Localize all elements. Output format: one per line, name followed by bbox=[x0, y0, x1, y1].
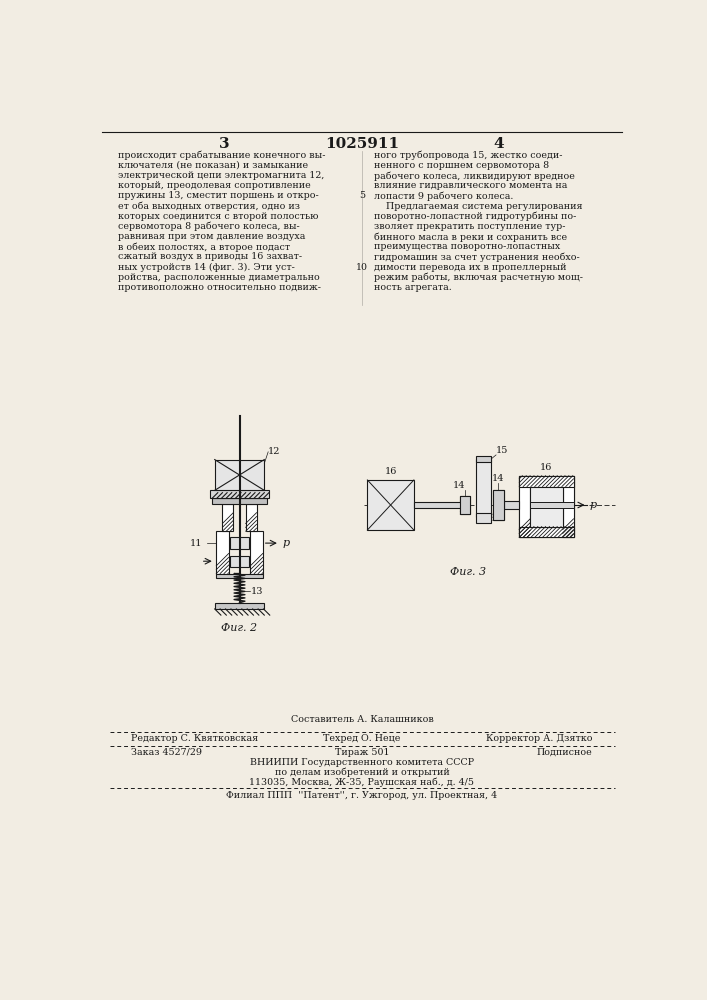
Bar bbox=[460, 496, 469, 514]
Bar bbox=[519, 476, 530, 537]
Text: р: р bbox=[589, 500, 596, 510]
Bar bbox=[368, 480, 414, 530]
Bar bbox=[563, 476, 573, 537]
Text: Подписное: Подписное bbox=[537, 748, 592, 757]
Text: гидромашин за счет устранения необхо-: гидромашин за счет устранения необхо- bbox=[373, 252, 579, 262]
Text: Корректор А. Дзятко: Корректор А. Дзятко bbox=[486, 734, 592, 743]
Text: 113035, Москва, Ж-35, Раушская наб., д. 4/5: 113035, Москва, Ж-35, Раушская наб., д. … bbox=[250, 778, 474, 787]
Text: противоположно относительно подвиж-: противоположно относительно подвиж- bbox=[118, 283, 321, 292]
Text: 14: 14 bbox=[452, 481, 465, 490]
Text: электрической цепи электромагнита 12,: электрической цепи электромагнита 12, bbox=[118, 171, 325, 180]
Text: 3: 3 bbox=[218, 137, 229, 151]
Text: лопасти 9 рабочего колеса.: лопасти 9 рабочего колеса. bbox=[373, 191, 513, 201]
Bar bbox=[519, 527, 573, 537]
Text: режим работы, включая расчетную мощ-: режим работы, включая расчетную мощ- bbox=[373, 273, 583, 282]
Text: Редактор С. Квятковская: Редактор С. Квятковская bbox=[131, 734, 258, 743]
Bar bbox=[230, 556, 249, 567]
Text: ключателя (не показан) и замыкание: ключателя (не показан) и замыкание bbox=[118, 161, 308, 170]
Text: Предлагаемая система регулирования: Предлагаемая система регулирования bbox=[373, 202, 582, 211]
Text: ройства, расположенные диаметрально: ройства, расположенные диаметрально bbox=[118, 273, 320, 282]
Text: поворотно-лопастной гидротурбины по-: поворотно-лопастной гидротурбины по- bbox=[373, 212, 576, 221]
Text: 12: 12 bbox=[268, 447, 281, 456]
Bar bbox=[216, 531, 228, 574]
Text: зволяет прекратить поступление тур-: зволяет прекратить поступление тур- bbox=[373, 222, 565, 231]
Bar bbox=[216, 574, 263, 578]
Bar bbox=[250, 531, 263, 574]
Text: Тираж 501: Тираж 501 bbox=[334, 748, 389, 757]
Text: димости перевода их в пропеллерный: димости перевода их в пропеллерный bbox=[373, 263, 566, 272]
Bar bbox=[460, 496, 469, 514]
Bar bbox=[210, 490, 269, 498]
Text: равнивая при этом давление воздуха: равнивая при этом давление воздуха bbox=[118, 232, 305, 241]
Text: Филиал ППП  ''Патент'', г. Ужгород, ул. Проектная, 4: Филиал ППП ''Патент'', г. Ужгород, ул. П… bbox=[226, 791, 498, 800]
Bar bbox=[212, 498, 267, 504]
Text: пружины 13, сместит поршень и откро-: пружины 13, сместит поршень и откро- bbox=[118, 191, 319, 200]
Text: происходит срабатывание конечного вы-: происходит срабатывание конечного вы- bbox=[118, 151, 325, 160]
Text: в обеих полостях, а второе подаст: в обеих полостях, а второе подаст bbox=[118, 242, 290, 252]
Text: ненного с поршнем сервомотора 8: ненного с поршнем сервомотора 8 bbox=[373, 161, 549, 170]
Bar bbox=[476, 456, 491, 462]
Text: сжатый воздух в приводы 16 захват-: сжатый воздух в приводы 16 захват- bbox=[118, 252, 302, 261]
Text: 4: 4 bbox=[493, 137, 504, 151]
Text: р: р bbox=[282, 538, 289, 548]
Bar bbox=[530, 487, 563, 527]
Text: влияние гидравлического момента на: влияние гидравлического момента на bbox=[373, 181, 567, 190]
Text: ных устройств 14 (фиг. 3). Эти уст-: ных устройств 14 (фиг. 3). Эти уст- bbox=[118, 263, 295, 272]
Bar bbox=[493, 490, 504, 520]
Bar bbox=[476, 513, 491, 523]
Text: 5: 5 bbox=[359, 191, 365, 200]
Bar bbox=[519, 476, 573, 537]
Text: бинного масла в реки и сохранить все: бинного масла в реки и сохранить все bbox=[373, 232, 567, 242]
Text: Фиг. 3: Фиг. 3 bbox=[450, 567, 486, 577]
Bar bbox=[530, 502, 573, 508]
Text: 10: 10 bbox=[356, 263, 368, 272]
Text: 1025911: 1025911 bbox=[325, 137, 399, 151]
Text: ет оба выходных отверстия, одно из: ет оба выходных отверстия, одно из bbox=[118, 202, 300, 211]
Text: ность агрегата.: ность агрегата. bbox=[373, 283, 451, 292]
Text: Техред О. Неце: Техред О. Неце bbox=[323, 734, 401, 743]
Text: который, преодолевая сопротивление: который, преодолевая сопротивление bbox=[118, 181, 310, 190]
Bar bbox=[493, 490, 504, 520]
Text: 15: 15 bbox=[496, 446, 508, 455]
Bar bbox=[504, 501, 519, 509]
Text: Составитель А. Калашников: Составитель А. Калашников bbox=[291, 715, 433, 724]
Bar bbox=[223, 504, 233, 531]
Text: ВНИИПИ Государственного комитета СССР: ВНИИПИ Государственного комитета СССР bbox=[250, 758, 474, 767]
Text: рабочего колеса, ликвидируют вредное: рабочего колеса, ликвидируют вредное bbox=[373, 171, 575, 181]
Text: Фиг. 2: Фиг. 2 bbox=[221, 623, 257, 633]
Text: 16: 16 bbox=[385, 467, 397, 476]
Bar bbox=[519, 476, 573, 487]
Text: 16: 16 bbox=[540, 463, 553, 472]
Bar bbox=[414, 502, 462, 508]
Text: 14: 14 bbox=[492, 474, 505, 483]
Text: Заказ 4527/29: Заказ 4527/29 bbox=[131, 748, 202, 757]
Text: 11: 11 bbox=[189, 539, 202, 548]
Bar bbox=[215, 603, 264, 609]
Text: преимущества поворотно-лопастных: преимущества поворотно-лопастных bbox=[373, 242, 560, 251]
Text: ного трубопровода 15, жестко соеди-: ного трубопровода 15, жестко соеди- bbox=[373, 151, 562, 160]
Bar bbox=[230, 537, 249, 549]
Text: сервомотора 8 рабочего колеса, вы-: сервомотора 8 рабочего колеса, вы- bbox=[118, 222, 300, 231]
Bar bbox=[215, 460, 264, 490]
Text: которых соединится с второй полостью: которых соединится с второй полостью bbox=[118, 212, 318, 221]
Bar bbox=[246, 504, 257, 531]
Text: 13: 13 bbox=[250, 587, 263, 596]
Text: по делам изобретений и открытий: по делам изобретений и открытий bbox=[274, 768, 450, 777]
Bar bbox=[476, 459, 491, 517]
